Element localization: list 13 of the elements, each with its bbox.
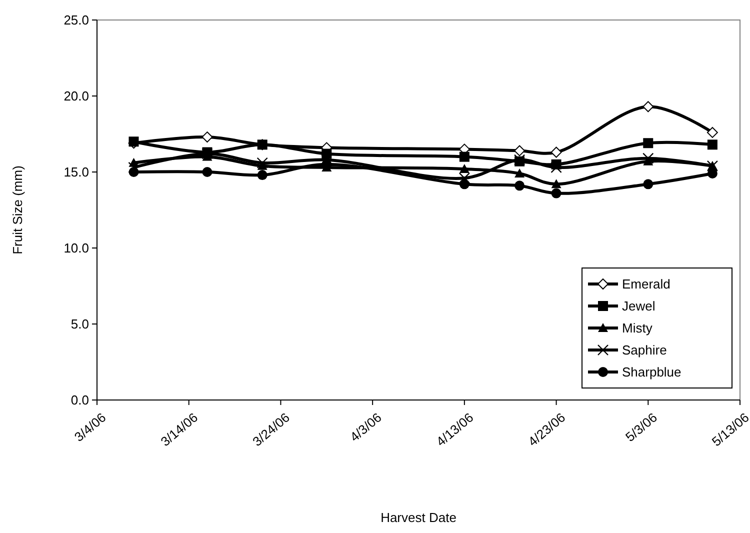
y-tick-label: 10.0	[64, 240, 89, 256]
legend-label: Sharpblue	[622, 364, 682, 380]
legend-label: Jewel	[622, 298, 656, 314]
legend-label: Emerald	[622, 276, 670, 292]
y-axis-title: Fruit Size (mm)	[10, 166, 25, 254]
y-tick-label: 20.0	[64, 88, 89, 104]
legend-label: Misty	[622, 320, 653, 336]
y-tick-label: 15.0	[64, 164, 89, 180]
y-tick-label: 5.0	[70, 316, 89, 332]
y-tick-label: 0.0	[70, 392, 89, 408]
legend-label: Saphire	[622, 342, 667, 358]
y-tick-label: 25.0	[64, 12, 89, 28]
x-axis-title: Harvest Date	[380, 510, 456, 525]
